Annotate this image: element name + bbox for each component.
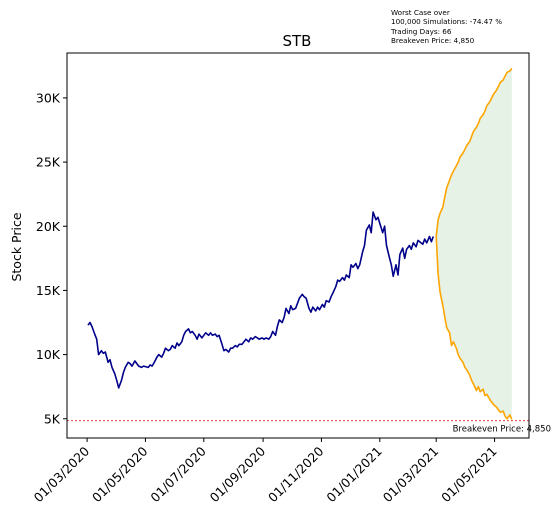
x-tick-label: 01/03/2020 (31, 443, 93, 505)
breakeven-layer: Breakeven Price: 4,850 (67, 420, 551, 435)
x-tick-label: 01/07/2020 (147, 443, 209, 505)
y-tick-label: 15K (36, 283, 61, 298)
history-line (87, 211, 435, 389)
x-tick-label: 01/05/2020 (89, 443, 151, 505)
chart-title: STB (283, 32, 312, 50)
info-line-4: Breakeven Price: 4,850 (391, 35, 475, 45)
info-line-1: Worst Case over (391, 8, 450, 17)
projection-upper-line (435, 67, 513, 237)
x-tick-label: 01/05/2021 (438, 444, 500, 506)
y-axis-label: Stock Price (9, 212, 24, 281)
projection-lower-line (435, 236, 513, 420)
projection-range-band (436, 68, 512, 420)
x-axis: 01/03/202001/05/202001/07/202001/09/2020… (31, 438, 500, 505)
x-tick-label: 01/11/2020 (265, 443, 327, 505)
y-tick-label: 30K (36, 90, 61, 105)
series-layer (87, 67, 513, 420)
y-axis: 5K 10K 15K 20K 25K 30K (36, 90, 67, 426)
y-tick-label: 10K (36, 347, 61, 362)
breakeven-label: Breakeven Price: 4,850 (453, 425, 551, 435)
x-tick-label: 01/03/2021 (380, 444, 442, 506)
y-tick-label: 20K (36, 219, 61, 234)
x-tick-label: 01/09/2020 (207, 443, 269, 505)
simulation-info: Worst Case over 100,000 Simulations: -74… (391, 8, 502, 45)
projection-band-layer (436, 68, 512, 420)
info-line-3: Trading Days: 66 (391, 26, 452, 36)
y-tick-label: 25K (36, 155, 61, 170)
info-line-2: 100,000 Simulations: -74.47 % (391, 17, 503, 27)
y-tick-label: 5K (44, 411, 61, 426)
x-tick-label: 01/01/2021 (323, 444, 385, 506)
plot-frame (66, 52, 530, 439)
